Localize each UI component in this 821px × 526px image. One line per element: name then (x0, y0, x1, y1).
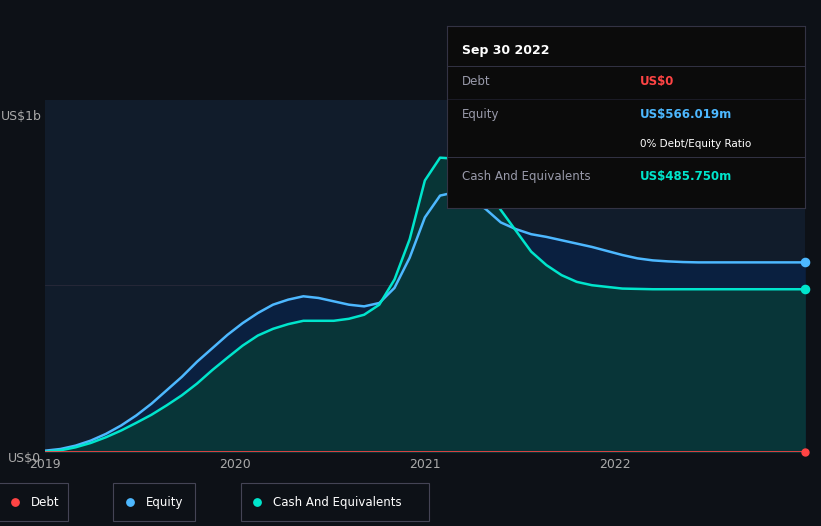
Text: Sep 30 2022: Sep 30 2022 (461, 45, 549, 57)
Text: US$485.750m: US$485.750m (640, 170, 732, 183)
Point (798, 258, 811, 267)
Text: US$566.019m: US$566.019m (640, 108, 732, 121)
Point (123, 498, 136, 507)
Point (798, 285, 811, 294)
Text: Debt: Debt (31, 496, 60, 509)
Text: Cash And Equivalents: Cash And Equivalents (273, 496, 402, 509)
Text: Debt: Debt (461, 75, 490, 88)
Point (798, 448, 811, 456)
Text: Cash And Equivalents: Cash And Equivalents (461, 170, 590, 183)
Text: US$1b: US$1b (1, 110, 41, 123)
Text: Equity: Equity (146, 496, 184, 509)
Text: US$0: US$0 (640, 75, 675, 88)
Text: Equity: Equity (461, 108, 499, 121)
Point (8, 498, 21, 507)
Text: 0% Debt/Equity Ratio: 0% Debt/Equity Ratio (640, 139, 751, 149)
Text: US$0: US$0 (8, 452, 41, 466)
Point (250, 498, 264, 507)
